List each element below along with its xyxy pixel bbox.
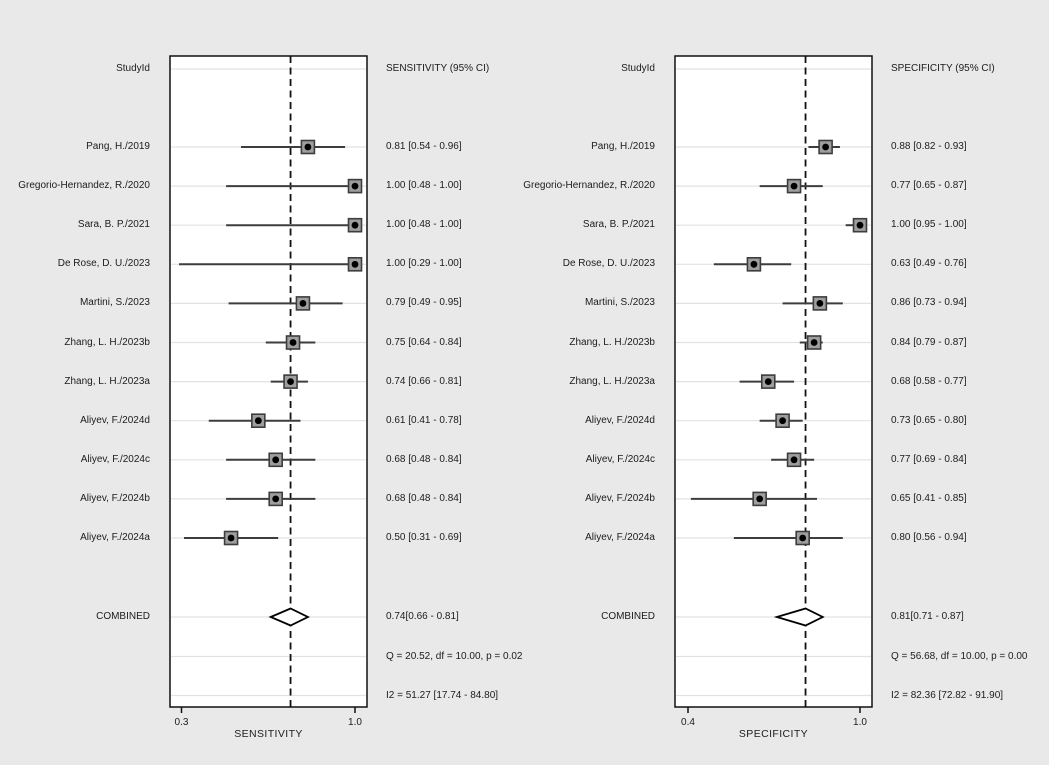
study-label: Aliyev, F./2024c (585, 453, 655, 465)
combined-label: COMBINED (601, 611, 655, 622)
effect-marker-dot (351, 182, 359, 190)
effect-marker-dot (351, 221, 359, 229)
i2-statistic: I2 = 82.36 [72.82 - 91.90] (891, 689, 1004, 701)
study-ci-value: 0.50 [0.31 - 0.69] (386, 532, 462, 543)
effect-marker-dot (227, 534, 235, 542)
effect-marker-dot (779, 417, 786, 425)
study-label: Aliyev, F./2024a (585, 532, 655, 543)
study-label: Martini, S./2023 (79, 297, 150, 309)
study-label: Aliyev, F./2024d (585, 414, 655, 426)
study-ci-value: 0.88 [0.82 - 0.93] (891, 141, 967, 152)
effect-marker-dot (756, 495, 764, 503)
study-ci-value: 1.00 [0.95 - 1.00] (891, 219, 967, 231)
effect-marker-dot (351, 260, 359, 268)
study-label: Aliyev, F./2024b (80, 492, 150, 504)
study-label: Sara, B. P./2021 (582, 219, 655, 231)
study-label: Aliyev, F./2024c (80, 453, 150, 465)
study-label: Gregorio-Hernandez, R./2020 (523, 180, 655, 192)
study-ci-value: 0.73 [0.65 - 0.80] (891, 414, 967, 426)
x-axis-label: SPECIFICITY (738, 728, 809, 740)
combined-ci-value: 0.81[0.71 - 0.87] (891, 611, 964, 622)
x-axis-tick-label: 0.3 (174, 717, 189, 728)
effect-marker-dot (790, 456, 798, 464)
study-ci-value: 1.00 [0.48 - 1.00] (386, 180, 462, 192)
effect-marker-dot (304, 143, 312, 151)
study-ci-value: 1.00 [0.29 - 1.00] (386, 258, 462, 270)
effect-marker-dot (287, 378, 294, 385)
effect-marker-dot (289, 339, 297, 346)
study-ci-value: 0.65 [0.41 - 0.85] (891, 492, 967, 504)
effect-marker-dot (856, 221, 864, 229)
study-label: Aliyev, F./2024b (585, 492, 655, 504)
study-label: De Rose, D. U./2023 (57, 258, 150, 270)
study-ci-value: 0.75 [0.64 - 0.84] (386, 336, 462, 348)
study-ci-value: 0.68 [0.58 - 0.77] (891, 375, 967, 387)
study-label: Martini, S./2023 (584, 297, 655, 309)
study-ci-value: 0.77 [0.69 - 0.84] (891, 453, 967, 465)
combined-diamond (773, 607, 825, 627)
plot-frame (169, 55, 368, 708)
study-ci-value: 0.79 [0.49 - 0.95] (386, 297, 462, 309)
effect-marker-dot (764, 378, 772, 385)
study-ci-value: 0.84 [0.79 - 0.87] (891, 336, 967, 348)
study-label: Pang, H./2019 (591, 141, 655, 152)
effect-marker-dot (299, 300, 307, 307)
study-label: Aliyev, F./2024d (80, 414, 150, 426)
study-ci-value: 0.74 [0.66 - 0.81] (386, 375, 462, 387)
study-ci-value: 0.68 [0.48 - 0.84] (386, 453, 462, 465)
combined-label: COMBINED (96, 611, 150, 622)
study-ci-value: 0.86 [0.73 - 0.94] (891, 297, 967, 309)
study-label: Sara, B. P./2021 (77, 219, 150, 231)
q-statistic: Q = 20.52, df = 10.00, p = 0.02 (386, 650, 523, 662)
effect-marker-dot (272, 495, 280, 503)
x-axis-tick-label: 1.0 (853, 717, 867, 728)
study-label: De Rose, D. U./2023 (562, 258, 655, 270)
study-label: Zhang, L. H./2023b (569, 336, 655, 348)
effect-marker-dot (254, 417, 262, 425)
effect-marker-dot (816, 300, 824, 307)
effect-marker-dot (750, 260, 758, 268)
study-ci-value: 0.68 [0.48 - 0.84] (386, 492, 462, 504)
study-ci-value: 0.61 [0.41 - 0.78] (386, 414, 462, 426)
study-label: Zhang, L. H./2023b (64, 336, 150, 348)
i2-statistic: I2 = 51.27 [17.74 - 84.80] (386, 689, 499, 701)
q-statistic: Q = 56.68, df = 10.00, p = 0.00 (891, 650, 1028, 662)
effect-marker-dot (799, 534, 807, 542)
study-ci-value: 0.81 [0.54 - 0.96] (386, 141, 462, 152)
effect-marker-dot (822, 143, 829, 151)
plot-frame (674, 55, 873, 708)
combined-ci-value: 0.74[0.66 - 0.81] (386, 611, 459, 622)
study-label: Aliyev, F./2024a (80, 532, 150, 543)
study-label: Zhang, L. H./2023a (569, 375, 655, 387)
x-axis-tick-label: 1.0 (348, 717, 362, 728)
effect-marker-dot (272, 456, 280, 464)
study-ci-value: 0.77 [0.65 - 0.87] (891, 180, 967, 192)
study-ci-value: 0.63 [0.49 - 0.76] (891, 258, 967, 270)
effect-marker-dot (810, 339, 818, 346)
study-label: Pang, H./2019 (86, 141, 150, 152)
studyid-header: StudyId (116, 63, 150, 74)
effect-marker-dot (790, 182, 798, 190)
study-label: Gregorio-Hernandez, R./2020 (18, 180, 150, 192)
study-ci-value: 1.00 [0.48 - 1.00] (386, 219, 462, 231)
study-ci-value: 0.80 [0.56 - 0.94] (891, 532, 967, 543)
panel-value-header: SENSITIVITY (95% CI) (386, 63, 490, 74)
panel-value-header: SPECIFICITY (95% CI) (891, 63, 995, 74)
x-axis-tick-label: 0.4 (681, 717, 695, 728)
studyid-header: StudyId (621, 63, 655, 74)
combined-diamond (268, 607, 310, 627)
x-axis-label: SENSITIVITY (234, 728, 303, 740)
study-label: Zhang, L. H./2023a (64, 375, 150, 387)
